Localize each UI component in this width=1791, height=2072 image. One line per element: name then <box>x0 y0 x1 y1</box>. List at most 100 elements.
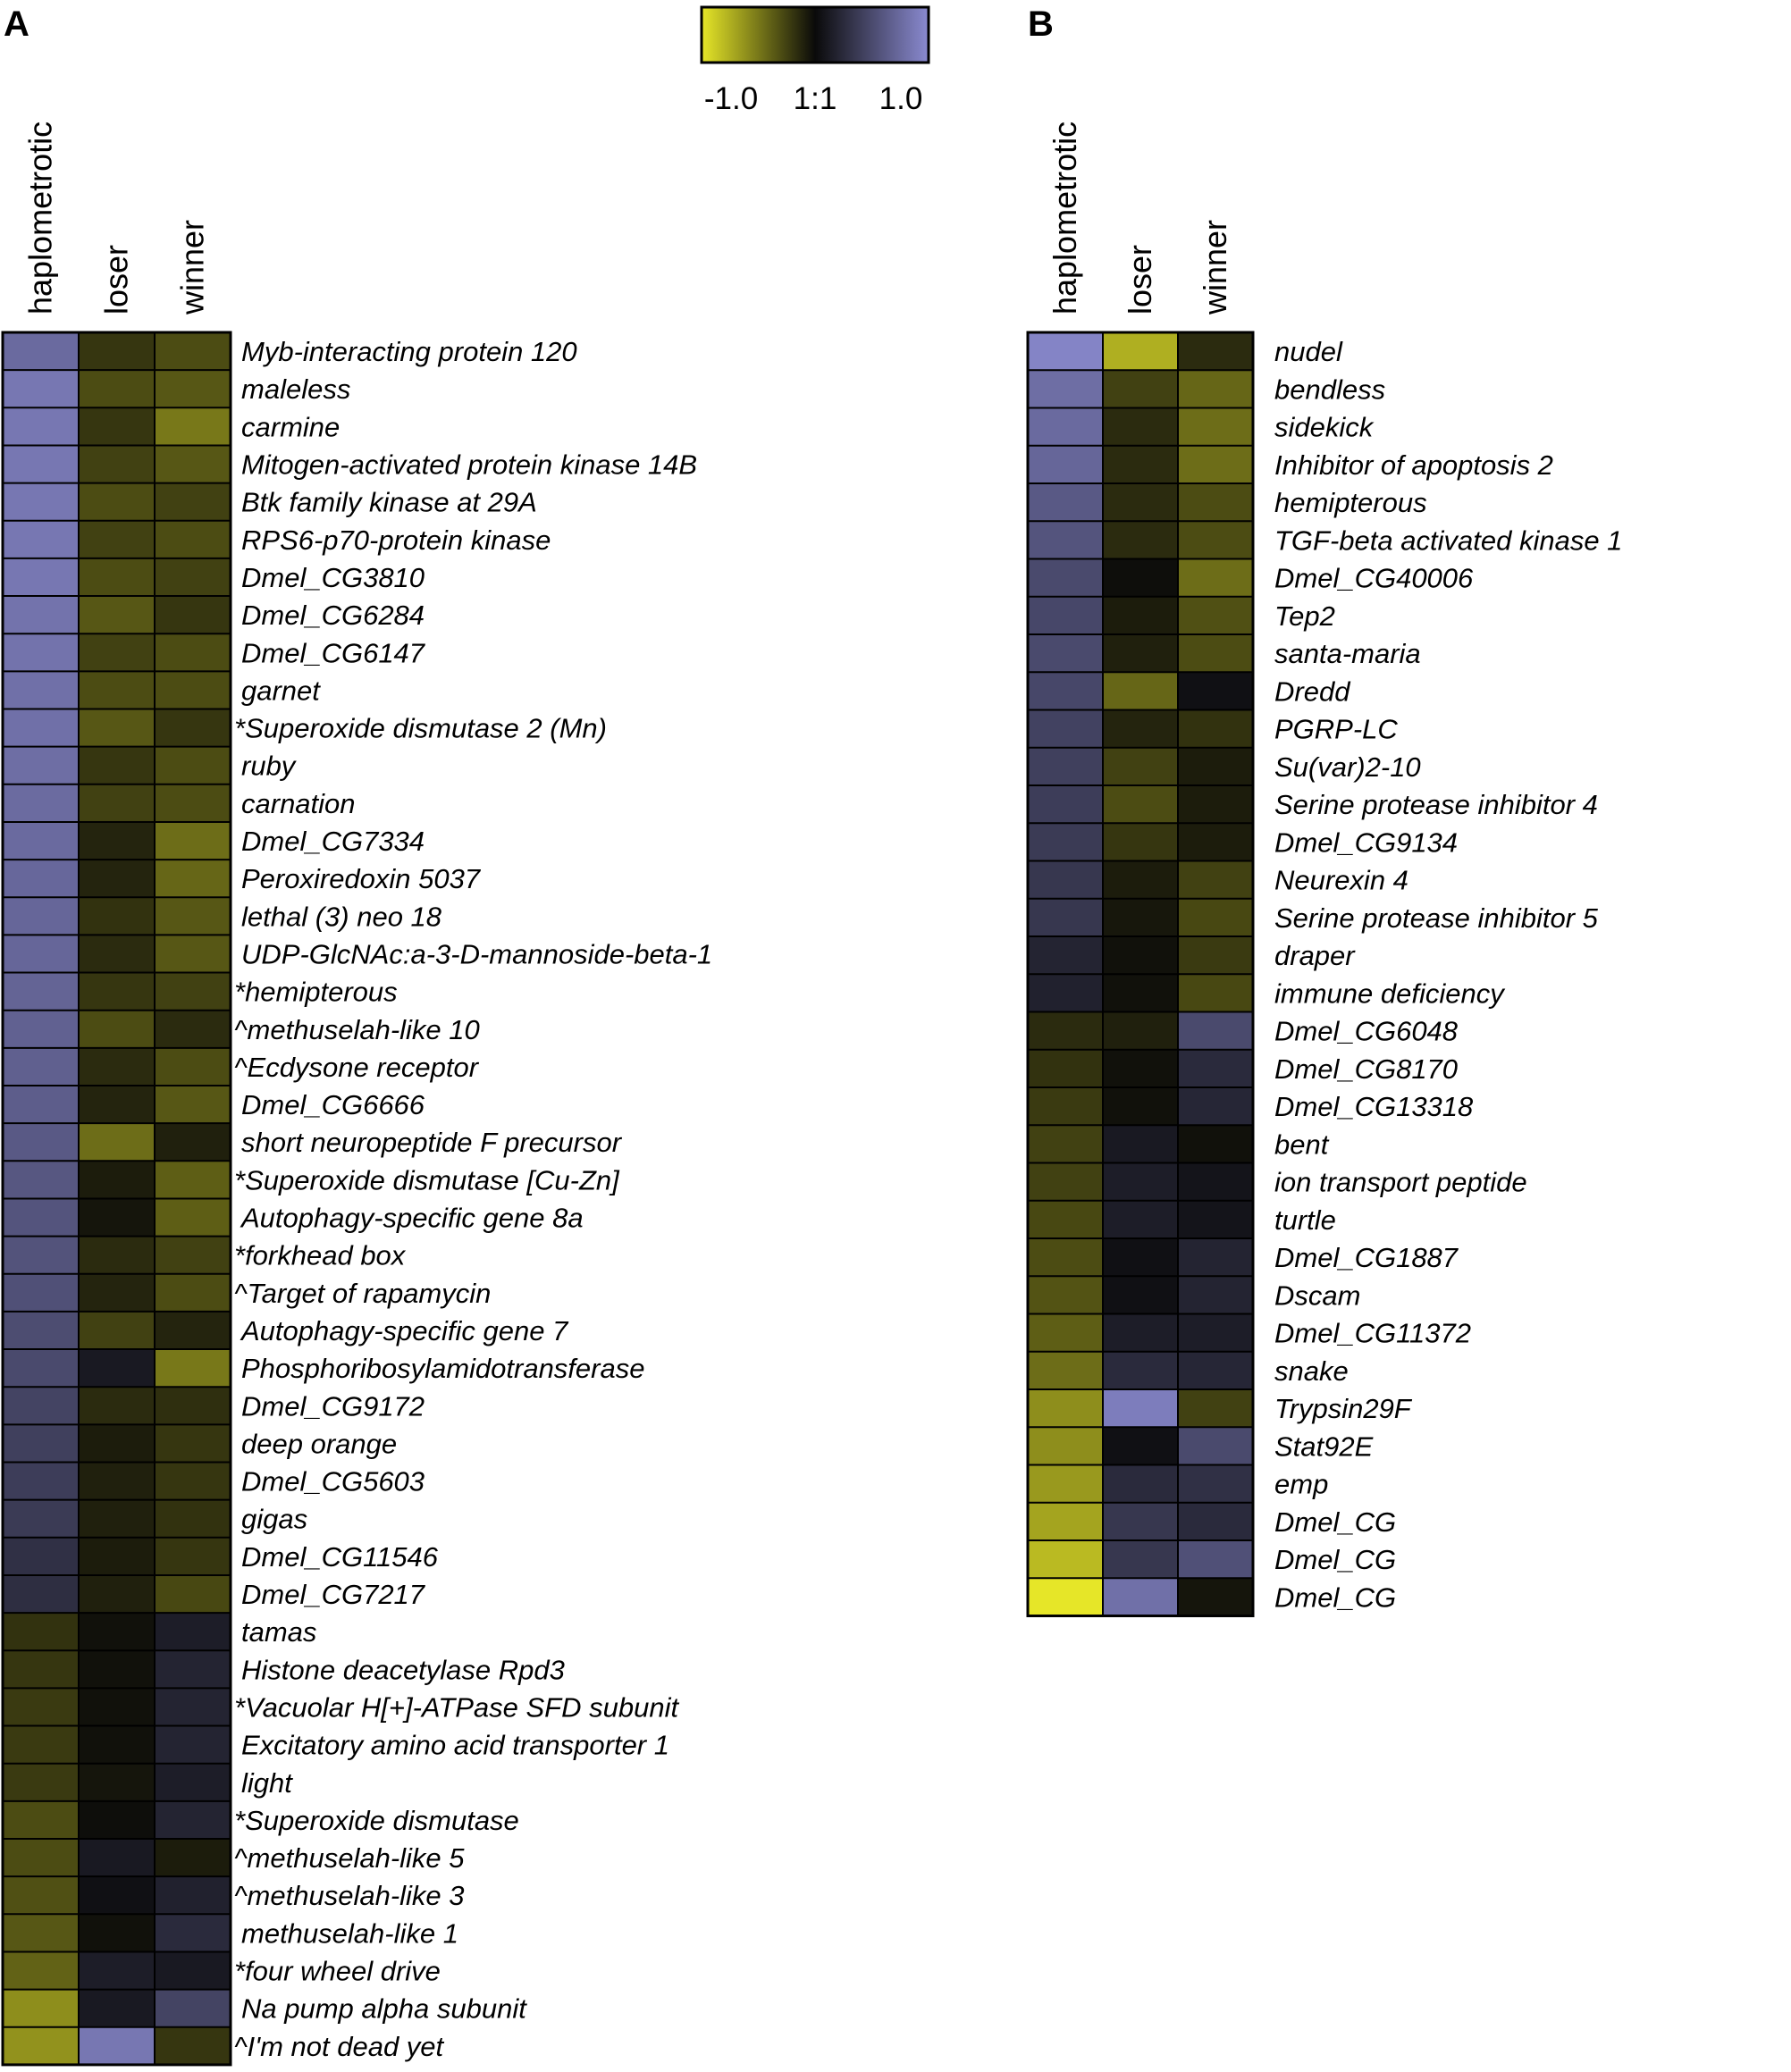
heatmap-cell <box>3 1688 79 1727</box>
heatmap-cell <box>3 1839 79 1877</box>
row-label: Dmel_CG5603 <box>241 1466 425 1497</box>
heatmap-cell <box>79 1839 155 1877</box>
heatmap-cell <box>155 596 231 634</box>
heatmap-border <box>1 331 232 2067</box>
heatmap-cell <box>1103 898 1178 937</box>
heatmap-cell <box>3 633 79 672</box>
heatmap-cell <box>79 1198 155 1237</box>
heatmap-cell <box>1178 1011 1253 1051</box>
heatmap-cell <box>155 972 231 1011</box>
row-label: ^Ecdysone receptor <box>234 1052 480 1083</box>
heatmap-cell <box>79 897 155 935</box>
heatmap-cell <box>1178 521 1253 559</box>
heatmap-cell <box>155 407 231 446</box>
heatmap-cell <box>1103 1049 1178 1088</box>
heatmap-cell <box>155 1047 231 1086</box>
heatmap-cell <box>79 821 155 860</box>
heatmap-cell <box>1028 1125 1103 1163</box>
column-label-winner: winner <box>1197 220 1233 315</box>
color-scale-bar <box>700 5 930 64</box>
row-label: sidekick <box>1274 412 1375 443</box>
heatmap-cell <box>79 1537 155 1576</box>
heatmap-cell <box>3 897 79 935</box>
row-label: immune deficiency <box>1274 977 1506 1009</box>
heatmap-cell <box>1178 1125 1253 1163</box>
heatmap-cell <box>1178 823 1253 861</box>
heatmap-cell <box>1178 407 1253 447</box>
column-label-haplometrotic: haplometrotic <box>22 122 59 315</box>
heatmap-cell <box>155 935 231 974</box>
row-label: emp <box>1274 1469 1328 1500</box>
color-scale-legend: -1.0 1:1 1.0 <box>700 5 930 116</box>
heatmap-cell <box>1028 483 1103 522</box>
row-label: ^Target of rapamycin <box>234 1278 491 1309</box>
row-label: Serine protease inhibitor 4 <box>1274 789 1598 820</box>
heatmap-cell <box>1178 1464 1253 1504</box>
row-label: bent <box>1274 1128 1330 1160</box>
heatmap-cell <box>3 746 79 785</box>
heatmap-cell <box>79 445 155 484</box>
heatmap-cell <box>79 1010 155 1049</box>
heatmap-cell <box>1178 1087 1253 1126</box>
column-label-winner: winner <box>174 220 211 315</box>
row-label: lethal (3) neo 18 <box>241 901 442 932</box>
heatmap-cell <box>3 821 79 860</box>
heatmap-cell <box>3 1198 79 1237</box>
row-label: Neurexin 4 <box>1274 865 1408 896</box>
heatmap-cell <box>1103 1578 1178 1616</box>
heatmap-cell <box>3 1424 79 1463</box>
heatmap-cell <box>3 1236 79 1275</box>
heatmap-cell <box>1028 785 1103 824</box>
row-label: Dscam <box>1274 1279 1360 1311</box>
heatmap-cell <box>1103 823 1178 861</box>
heatmap-cell <box>3 1387 79 1425</box>
row-label: *forkhead box <box>234 1240 407 1271</box>
heatmap-cell <box>155 482 231 522</box>
heatmap-cell <box>1178 332 1253 371</box>
heatmap-cell <box>1103 1162 1178 1202</box>
column-label-loser: loser <box>98 245 135 315</box>
scale-mid-label: 1:1 <box>794 81 837 116</box>
heatmap-cell <box>1178 1049 1253 1088</box>
row-label: Dmel_CG6048 <box>1274 1016 1459 1047</box>
row-label: santa-maria <box>1274 638 1421 669</box>
heatmap-cell <box>1103 747 1178 786</box>
row-label: ^I'm not dead yet <box>234 2031 445 2062</box>
heatmap-cell <box>1103 445 1178 484</box>
row-label: PGRP-LC <box>1274 714 1398 745</box>
heatmap-cell <box>79 596 155 634</box>
row-label: *Superoxide dismutase <box>234 1805 519 1836</box>
heatmap-cell <box>1103 1313 1178 1353</box>
heatmap-cell <box>3 520 79 559</box>
row-label: Dmel_CG9172 <box>241 1390 425 1422</box>
row-label: maleless <box>241 373 350 405</box>
heatmap-cell <box>1028 1464 1103 1504</box>
heatmap-cell <box>1178 1162 1253 1202</box>
heatmap-cell <box>1028 709 1103 749</box>
heatmap-cell <box>155 332 231 371</box>
heatmap-cell <box>1103 709 1178 749</box>
heatmap-cell <box>155 1387 231 1425</box>
heatmap-cell <box>79 558 155 597</box>
heatmap-cell <box>1028 370 1103 408</box>
heatmap-cell <box>79 1613 155 1651</box>
heatmap-cell <box>1103 521 1178 559</box>
row-label: Dmel_CG <box>1274 1581 1396 1613</box>
row-label: snake <box>1274 1355 1349 1387</box>
heatmap-cell <box>1103 974 1178 1012</box>
heatmap-cell <box>3 407 79 446</box>
heatmap-cell <box>1103 634 1178 673</box>
heatmap-cell <box>155 897 231 935</box>
row-label: Excitatory amino acid transporter 1 <box>241 1730 669 1761</box>
row-label: Stat92E <box>1274 1430 1374 1462</box>
row-label: turtle <box>1274 1204 1336 1236</box>
heatmap-cell <box>1028 860 1103 900</box>
row-label: UDP-GlcNAc:a-3-D-mannoside-beta-1 <box>241 938 712 969</box>
heatmap-cell <box>1178 898 1253 937</box>
heatmap-cell <box>79 1989 155 2028</box>
row-label: RPS6-p70-protein kinase <box>241 524 551 556</box>
heatmap-cell <box>1178 558 1253 598</box>
heatmap-cell <box>3 332 79 371</box>
row-label: Dmel_CG11546 <box>241 1541 439 1573</box>
row-label: Peroxiredoxin 5037 <box>241 863 482 894</box>
